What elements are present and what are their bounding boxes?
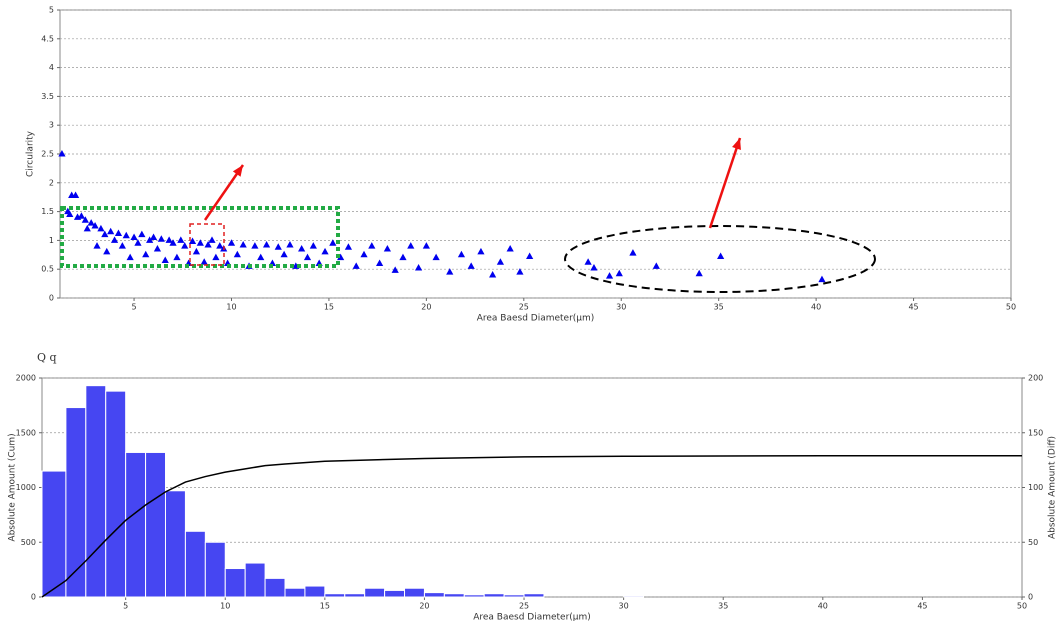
y-tick-label: 2.5 bbox=[41, 150, 54, 159]
histogram-bar bbox=[106, 391, 126, 597]
histogram-bar bbox=[405, 588, 425, 597]
y-tick-label: 2 bbox=[49, 178, 54, 187]
histogram-bar bbox=[624, 596, 644, 597]
histogram-bar bbox=[345, 594, 365, 597]
x-tick-label: 20 bbox=[421, 303, 431, 312]
x-tick-label: 45 bbox=[908, 303, 918, 312]
y-tick-label: 500 bbox=[21, 538, 36, 547]
y-axis-label: Absolute Amount (Cum) bbox=[8, 433, 18, 541]
x-tick-label: 40 bbox=[811, 303, 821, 312]
histogram-bar bbox=[86, 386, 106, 597]
x-tick-label: 10 bbox=[220, 602, 230, 611]
histogram-bar bbox=[484, 594, 504, 597]
y2-axis-label: Absolute Amount (Diff) bbox=[1048, 436, 1058, 539]
y-tick-label: 0 bbox=[49, 294, 54, 303]
x-tick-label: 30 bbox=[616, 303, 626, 312]
histogram-bar bbox=[385, 590, 405, 597]
y2-tick-label: 0 bbox=[1028, 593, 1033, 602]
x-tick-label: 15 bbox=[324, 303, 334, 312]
histogram-bar bbox=[42, 471, 66, 597]
x-tick-label: 35 bbox=[714, 303, 724, 312]
histogram-bar bbox=[365, 588, 385, 597]
y-tick-label: 1000 bbox=[16, 483, 36, 492]
histogram-bar bbox=[225, 569, 245, 597]
y-axis-label: Circularity bbox=[26, 130, 36, 177]
x-tick-label: 25 bbox=[519, 303, 529, 312]
histogram-bar bbox=[504, 595, 524, 597]
histogram-bar bbox=[245, 563, 265, 597]
y-tick-label: 3 bbox=[49, 121, 54, 130]
x-tick-label: 50 bbox=[1006, 303, 1016, 312]
y-tick-label: 0 bbox=[31, 593, 36, 602]
histogram-bar bbox=[126, 452, 146, 597]
y2-tick-label: 100 bbox=[1028, 483, 1043, 492]
y-tick-label: 1500 bbox=[16, 428, 36, 437]
histogram-bar bbox=[305, 586, 325, 597]
page: 00.511.522.533.544.555101520253035404550… bbox=[0, 0, 1058, 621]
y-tick-label: 1 bbox=[49, 236, 54, 245]
x-tick-label: 25 bbox=[519, 602, 529, 611]
histogram-bar bbox=[464, 595, 484, 597]
x-tick-label: 50 bbox=[1017, 602, 1027, 611]
y2-tick-label: 50 bbox=[1028, 538, 1038, 547]
x-tick-label: 15 bbox=[320, 602, 330, 611]
histogram-bar bbox=[66, 408, 86, 597]
x-axis-label: Area Baesd Diameter(μm) bbox=[477, 314, 595, 324]
y-tick-label: 2000 bbox=[16, 374, 36, 383]
histogram-bar bbox=[265, 578, 285, 597]
x-tick-label: 30 bbox=[619, 602, 629, 611]
y-tick-label: 0.5 bbox=[41, 265, 54, 274]
x-tick-label: 10 bbox=[226, 303, 236, 312]
x-tick-label: 45 bbox=[917, 602, 927, 611]
y-tick-label: 4.5 bbox=[41, 34, 54, 43]
y-tick-label: 3.5 bbox=[41, 92, 54, 101]
histogram-bar bbox=[285, 588, 305, 597]
histogram-bar bbox=[444, 594, 464, 597]
x-tick-label: 5 bbox=[123, 602, 128, 611]
x-tick-label: 40 bbox=[818, 602, 828, 611]
x-tick-label: 20 bbox=[419, 602, 429, 611]
histogram-bar bbox=[325, 594, 345, 597]
histogram-bar bbox=[205, 542, 225, 597]
histogram-bar bbox=[524, 594, 544, 597]
histogram-bar bbox=[185, 531, 205, 597]
histogram-bar bbox=[424, 593, 444, 597]
y-tick-label: 1.5 bbox=[41, 207, 54, 216]
histogram-bar bbox=[146, 452, 166, 597]
x-tick-label: 35 bbox=[718, 602, 728, 611]
x-tick-label: 5 bbox=[132, 303, 137, 312]
x-axis-label: Area Baesd Diameter(μm) bbox=[473, 613, 591, 621]
y2-tick-label: 150 bbox=[1028, 428, 1043, 437]
y2-tick-label: 200 bbox=[1028, 374, 1043, 383]
chart-title: Q q bbox=[37, 351, 57, 364]
y-tick-label: 5 bbox=[49, 6, 54, 15]
y-tick-label: 4 bbox=[49, 63, 54, 72]
histogram-bar bbox=[165, 491, 185, 597]
